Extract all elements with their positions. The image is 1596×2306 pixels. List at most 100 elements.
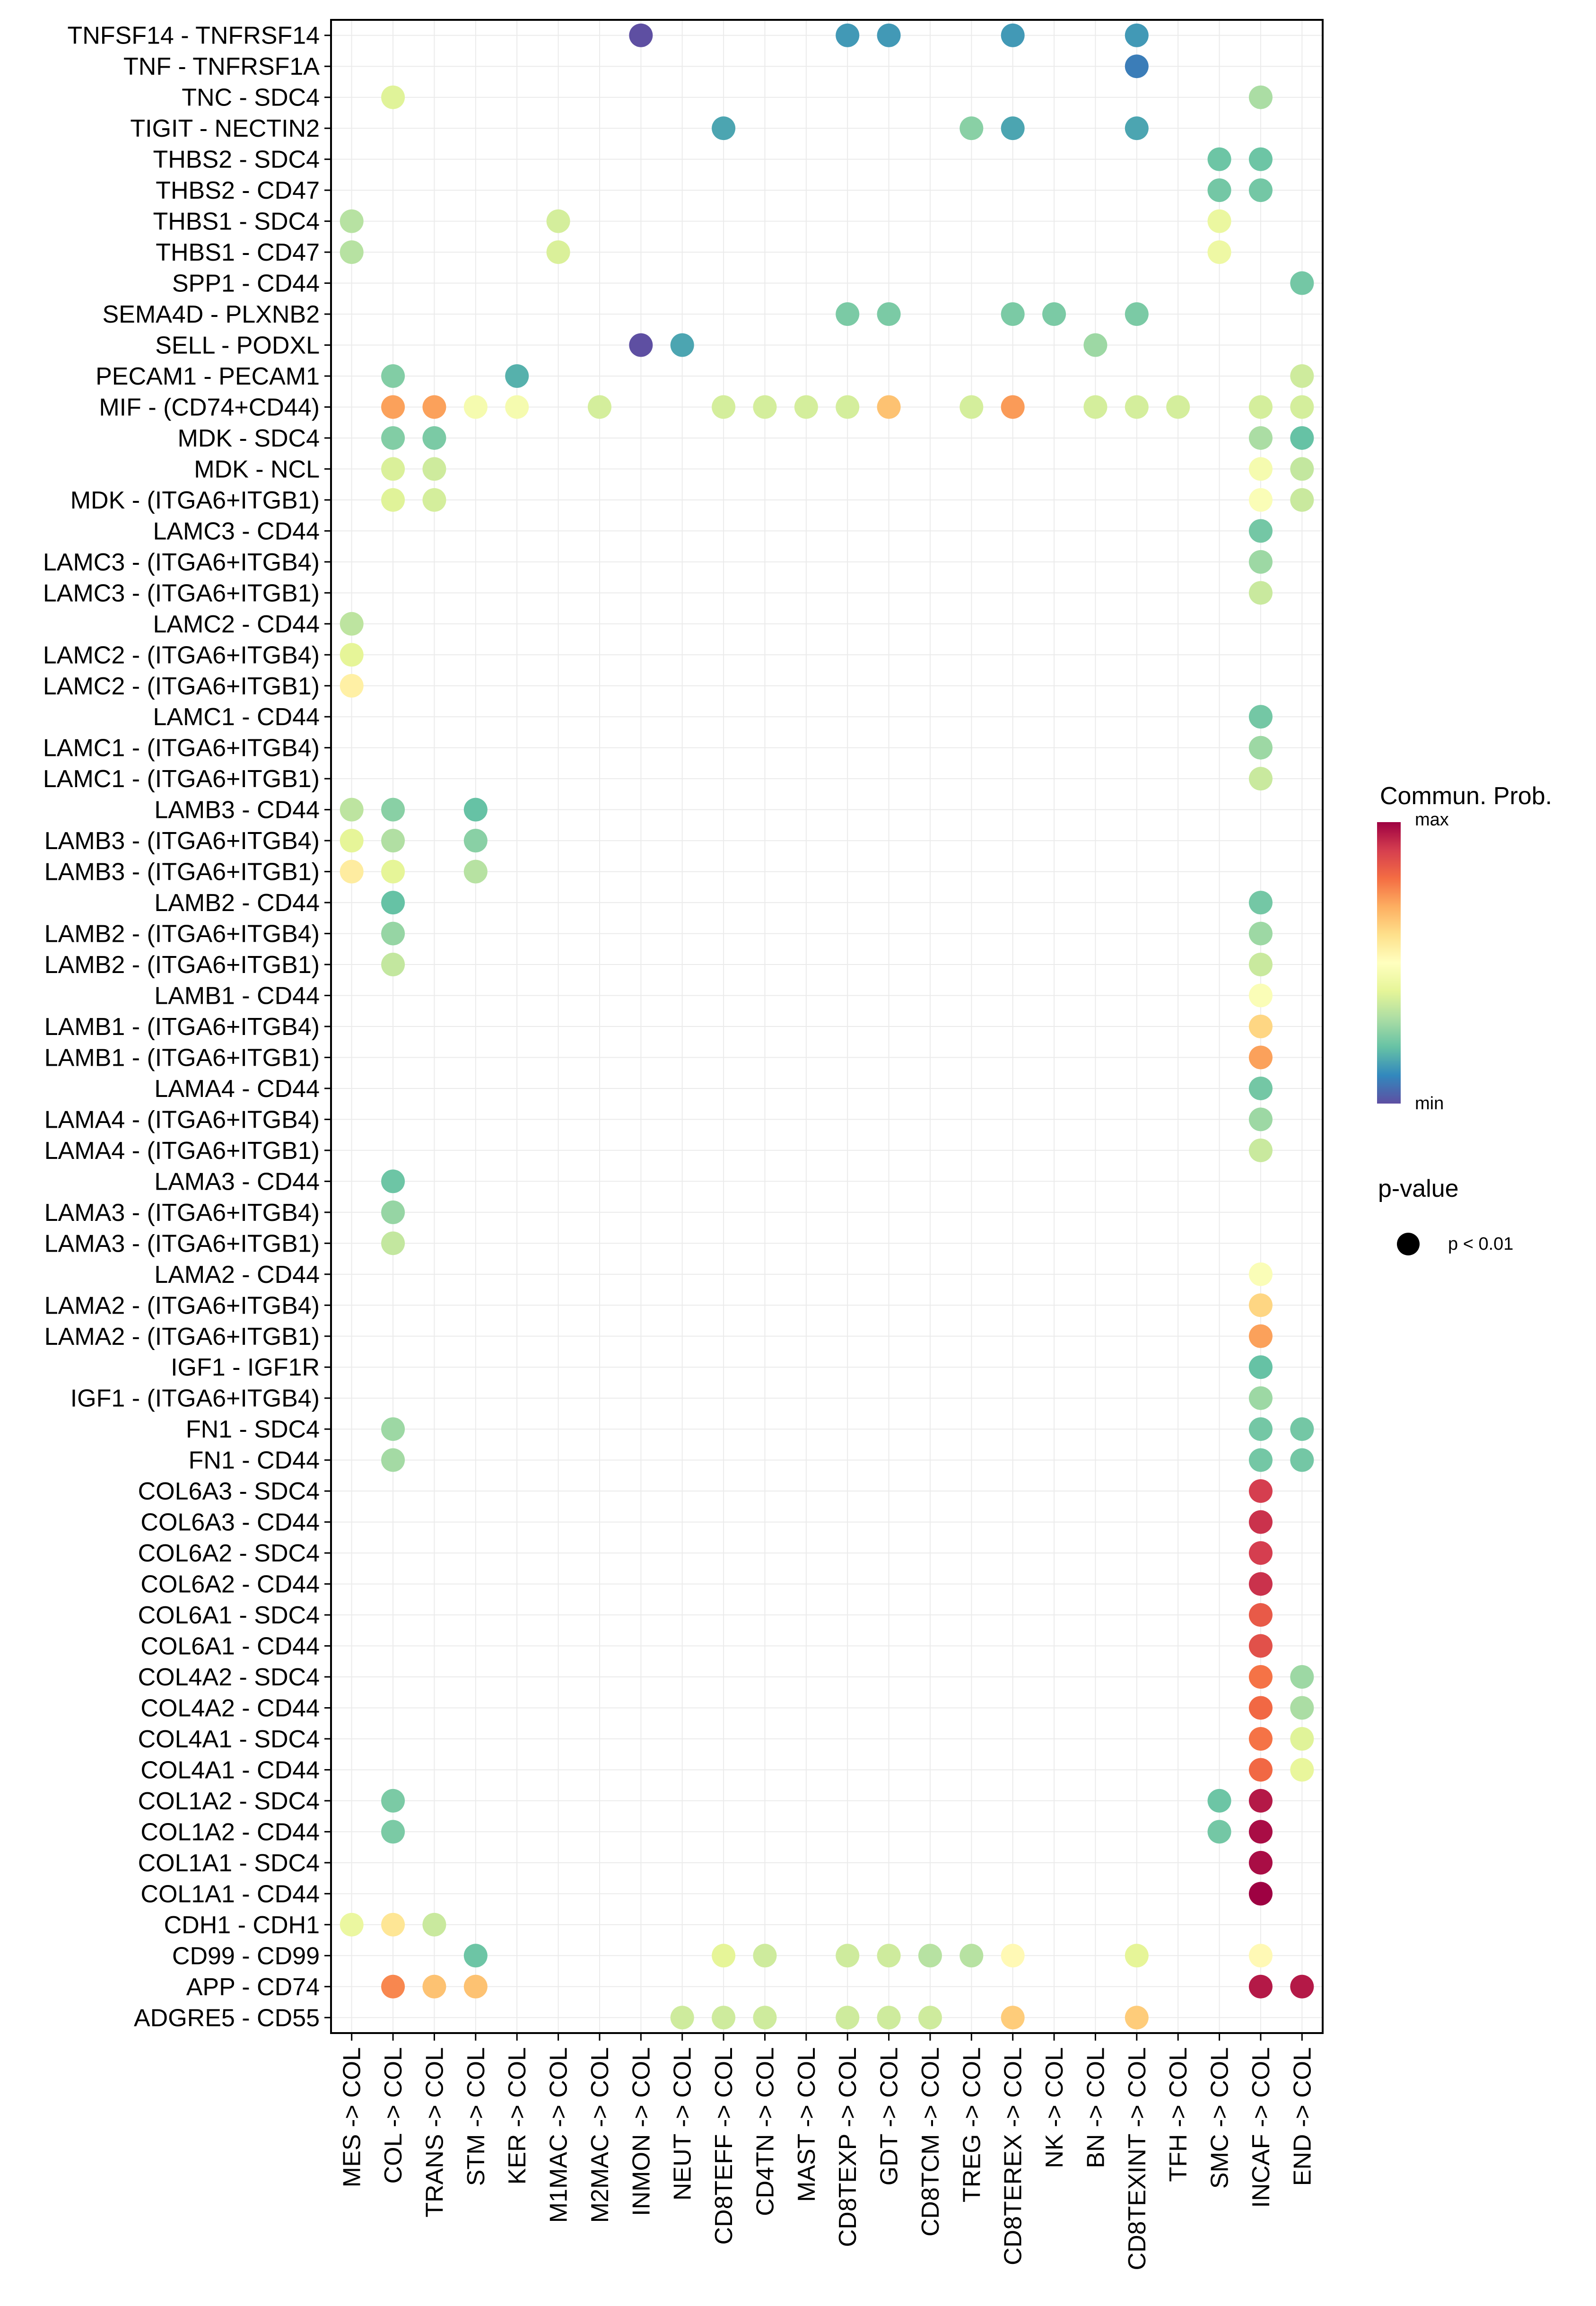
data-point [1001,2006,1025,2030]
data-point [1248,1572,1273,1596]
x-tick-label: MAST -> COL [793,2047,820,2202]
data-point [1125,2006,1149,2030]
data-point [1248,550,1273,574]
data-point [546,209,570,233]
data-point [1248,1727,1273,1751]
y-tick-label: LAMA2 - (ITGA6+ITGB4) [44,1292,320,1319]
y-tick-label: COL6A2 - SDC4 [138,1540,320,1567]
y-axis: TNFSF14 - TNFRSF14 TNF - TNFRSF1A TNC - SD… [43,22,331,2032]
data-point [381,891,405,915]
x-tick-label: INCAF -> COL [1247,2047,1275,2208]
y-tick-label: TNC - SDC4 [182,84,320,112]
y-tick-label: THBS1 - SDC4 [153,208,320,236]
y-tick-label: SPP1 - CD44 [172,270,320,298]
legend: Commun. Prob. max min p-value p < 0.01 [1377,782,1552,1255]
data-point [753,1944,777,1968]
data-point [1248,147,1273,171]
data-point [1248,85,1273,109]
data-point [381,1200,405,1224]
data-point [1248,1850,1273,1875]
data-point [381,798,405,822]
legend-colorbar [1377,822,1401,1104]
y-tick-label: MIF - (CD74+CD44) [99,394,320,421]
legend-max-label: max [1415,810,1449,830]
data-point [1248,1603,1273,1627]
y-tick-label: LAMB2 - (ITGA6+ITGB4) [44,921,320,948]
y-tick-label: SELL - PODXL [155,332,320,359]
data-point [381,1789,405,1813]
data-point [959,116,984,140]
x-tick-label: KER -> COL [504,2047,531,2184]
y-tick-label: LAMB3 - (ITGA6+ITGB1) [44,859,320,886]
data-point [1248,395,1273,419]
data-point [1248,1293,1273,1317]
data-point [340,829,364,853]
y-tick-label: LAMB1 - CD44 [154,982,320,1010]
x-tick-label: CD8TEXP -> COL [834,2047,862,2247]
data-point [670,2006,694,2030]
y-tick-label: IGF1 - IGF1R [171,1354,320,1381]
data-point [753,2006,777,2030]
data-point [836,395,860,419]
y-tick-label: COL1A2 - SDC4 [138,1788,320,1815]
x-tick-label: CD8TCM -> COL [917,2047,944,2236]
data-point [422,426,446,450]
data-point [1125,302,1149,326]
data-point [505,364,529,388]
y-tick-label: COL4A2 - CD44 [140,1694,320,1722]
y-tick-label: LAMA4 - CD44 [154,1075,320,1103]
y-tick-label: THBS1 - CD47 [156,239,320,266]
data-point [422,457,446,481]
y-tick-label: COL6A1 - CD44 [140,1633,320,1660]
y-tick-label: LAMB1 - (ITGA6+ITGB1) [44,1044,320,1071]
data-point [1290,488,1314,512]
data-point [340,209,364,233]
y-tick-label: LAMA3 - (ITGA6+ITGB4) [44,1199,320,1227]
x-axis: MES -> COL COL -> COL TRANS -> COL STM -> C… [339,2033,1316,2270]
data-point [670,333,694,357]
data-point [381,364,405,388]
y-tick-label: LAMC1 - CD44 [153,703,320,731]
data-point [381,457,405,481]
data-point [1248,1417,1273,1441]
data-point [1001,116,1025,140]
data-point [1290,1758,1314,1782]
data-point [629,333,653,357]
data-point [1248,1882,1273,1906]
data-point [1290,457,1314,481]
data-point [877,23,901,47]
y-tick-label: LAMC3 - (ITGA6+ITGB1) [43,579,320,607]
data-point [1248,1541,1273,1565]
data-point [1001,302,1025,326]
data-point [381,85,405,109]
y-tick-label: LAMC3 - CD44 [153,517,320,545]
y-tick-label: COL4A1 - SDC4 [138,1726,320,1753]
data-point [1125,23,1149,47]
y-tick-label: COL6A2 - CD44 [140,1571,320,1598]
data-point [1248,705,1273,729]
data-point [1248,1789,1273,1813]
x-tick-label: CD8TEREX -> COL [1000,2047,1027,2265]
data-point [381,859,405,884]
data-point [1248,921,1273,946]
data-point [381,1169,405,1193]
y-tick-label: MDK - NCL [194,456,320,483]
data-point [1290,271,1314,295]
x-tick-label: STM -> COL [462,2047,490,2186]
data-point [1248,1355,1273,1379]
y-tick-label: COL1A1 - SDC4 [138,1850,320,1877]
data-point [1248,767,1273,791]
legend-size-dot [1397,1233,1420,1255]
x-tick-label: SMC -> COL [1206,2047,1234,2189]
y-tick-label: COL6A3 - CD44 [140,1509,320,1536]
data-point [1248,1820,1273,1844]
grid-lines [331,20,1323,2033]
data-point [918,2006,942,2030]
data-point [1207,178,1231,202]
x-tick-label: CD4TN -> COL [751,2047,779,2216]
x-tick-label: CD8TEXINT -> COL [1124,2047,1151,2270]
data-point [381,1448,405,1472]
legend-size-label: p < 0.01 [1448,1234,1513,1254]
data-point [712,1944,736,1968]
